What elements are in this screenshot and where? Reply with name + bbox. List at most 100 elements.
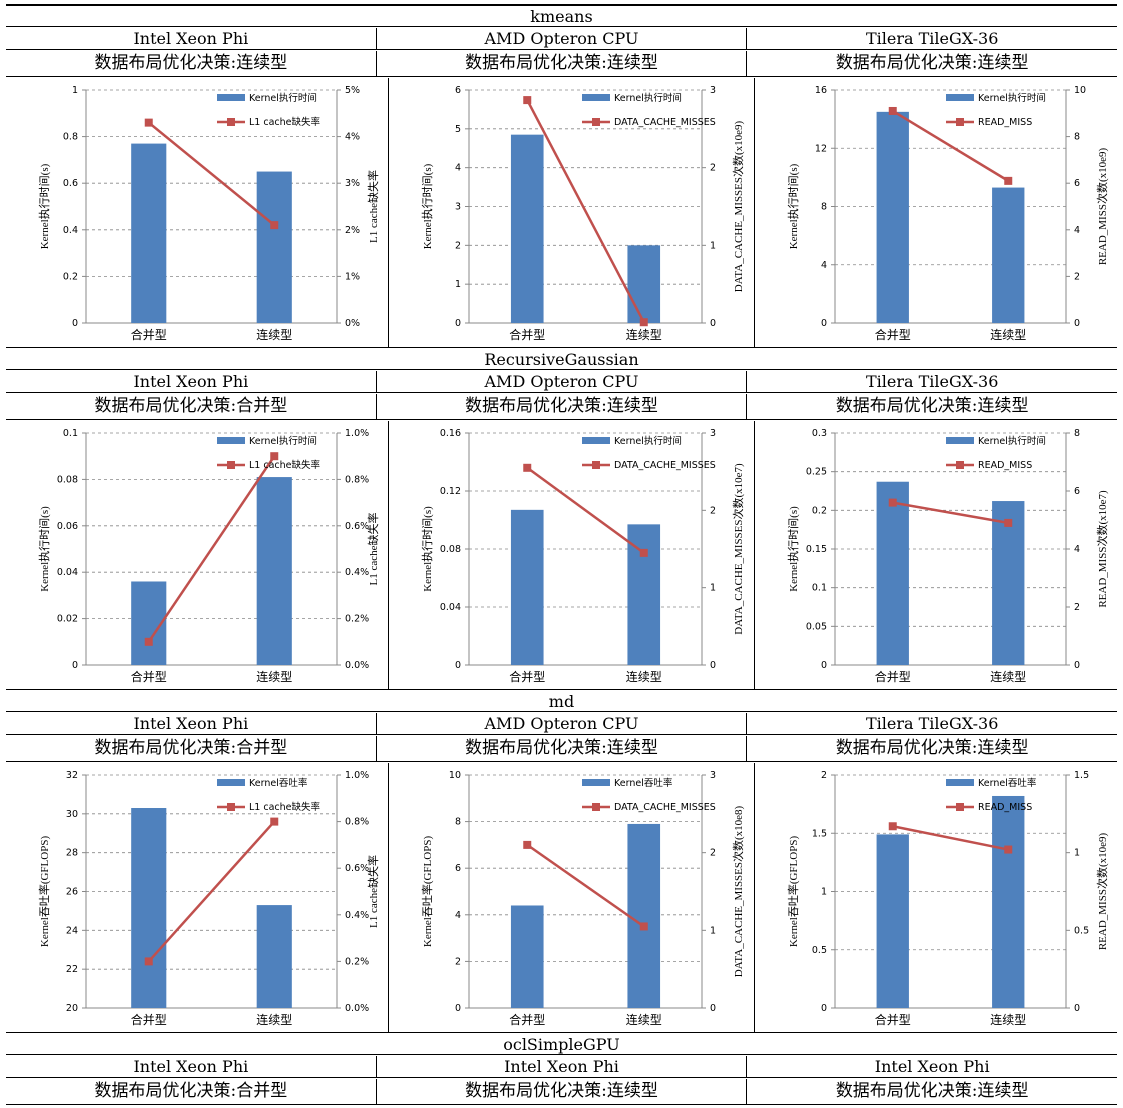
- bar: [876, 481, 909, 665]
- y-tick-label: 2: [455, 956, 461, 967]
- bar: [876, 834, 909, 1008]
- y-tick-label: 0.16: [440, 428, 461, 439]
- legend-bar-label: Kernel执行时间: [614, 435, 682, 447]
- decision-row: 数据布局优化决策:合并型 数据布局优化决策:连续型 数据布局优化决策:连续型: [6, 1079, 1117, 1105]
- x-category-label: 合并型: [131, 1012, 167, 1027]
- x-category-label: 合并型: [131, 327, 167, 342]
- y-tick-label: 6: [455, 85, 461, 96]
- y-tick-label: 1: [72, 85, 78, 96]
- y2-tick-label: 2: [1074, 602, 1080, 613]
- y2-tick-label: 0.4%: [345, 567, 369, 578]
- y2-tick-label: 0.5: [1074, 925, 1089, 936]
- x-category-label: 连续型: [256, 327, 292, 342]
- y-tick-label: 0: [821, 660, 827, 671]
- y-tick-label: 24: [66, 925, 78, 936]
- decision-cell: 数据布局优化决策:连续型: [835, 53, 1029, 73]
- section-title-oclsimplegpu: oclSimpleGPU: [6, 1034, 1117, 1055]
- chart-row: 0 0.2 0.4 0.6 0.8 1 0% 1% 2% 3% 4% 5% 合并型 连续型 Kernel执行…: [6, 78, 1117, 348]
- series-line: [892, 501, 1009, 525]
- decision-cell: 数据布局优化决策:连续型: [835, 396, 1029, 416]
- table-top-border: [6, 4, 1117, 6]
- y2-axis-title: DATA_CACHE_MISSES次数(x10e9): [731, 120, 745, 292]
- y-tick-label: 0.15: [806, 544, 827, 555]
- chart-kmeans-tilera: 0 4 8 12 16 0 2 4 6 8 10 合并型 连续型 Kernel执行时间 READ_MISS K…: [786, 85, 1109, 342]
- series-point: [888, 822, 897, 831]
- y-tick-label: 0: [72, 660, 78, 671]
- y-tick-label: 0.06: [57, 521, 78, 532]
- bar: [511, 509, 544, 665]
- legend-line-marker: [592, 118, 601, 126]
- series-point: [270, 452, 279, 461]
- series-point: [523, 96, 532, 105]
- y-tick-label: 0.04: [440, 602, 461, 613]
- y2-tick-label: 2: [710, 848, 716, 859]
- y2-tick-label: 6: [1074, 178, 1080, 189]
- bar: [991, 501, 1025, 665]
- y-tick-label: 0.05: [806, 621, 827, 632]
- x-category-label: 合并型: [874, 1012, 910, 1027]
- decision-cell: 数据布局优化决策:连续型: [835, 738, 1029, 758]
- legend-bar-label: Kernel吞吐率: [249, 777, 308, 789]
- platform-cell: Intel Xeon Phi: [6, 371, 377, 392]
- chart-cell: 20 22 24 26 28 30 32 0.0% 0.2% 0.4% 0.6% 0.8% 1.0% 合并…: [6, 763, 390, 1032]
- legend-line-marker: [955, 461, 964, 469]
- bar: [991, 187, 1025, 323]
- series-point: [144, 637, 153, 646]
- platform-header-row: Intel Xeon Phi AMD Opteron CPU Tilera Ti…: [6, 371, 1117, 393]
- y2-tick-label: 3%: [345, 178, 360, 189]
- chart-md-xeon-phi: 20 22 24 26 28 30 32 0.0% 0.2% 0.4% 0.6% 0.8% 1.0% 合并…: [37, 770, 380, 1027]
- chart-rg-xeon-phi: 0 0.02 0.04 0.06 0.08 0.1 0.0% 0.2% 0.4% 0.6% 0.8%…: [37, 428, 380, 684]
- y2-tick-label: 0.6%: [345, 863, 369, 874]
- series-point: [1003, 845, 1012, 854]
- y2-tick-label: 4%: [345, 132, 360, 143]
- y2-tick-label: 3: [710, 85, 716, 96]
- chart-cell: 0 2 4 6 8 10 0 1 2 3 合并型 连续型 Kernel吞吐率 DATA_CACHE_MIS…: [389, 763, 755, 1032]
- y-axis-title: Kernel执行时间(s): [37, 506, 51, 592]
- y2-tick-label: 3: [710, 428, 716, 439]
- legend-line-marker: [227, 803, 235, 811]
- y2-tick-label: 8: [1074, 132, 1080, 143]
- y-tick-label: 0: [821, 1003, 827, 1014]
- legend-bar-label: Kernel执行时间: [249, 435, 317, 447]
- y-axis-title: Kernel吞吐率(GFLOPS): [786, 836, 800, 948]
- legend-bar-swatch: [217, 94, 245, 101]
- platform-header-row: Intel Xeon Phi Intel Xeon Phi Intel Xeon…: [6, 1056, 1117, 1078]
- decision-cell: 数据布局优化决策:合并型: [6, 1079, 377, 1104]
- legend-line-label: DATA_CACHE_MISSES: [614, 117, 716, 128]
- x-category-label: 合并型: [131, 669, 167, 684]
- platform-cell: Intel Xeon Phi: [874, 1057, 990, 1076]
- series-point: [144, 957, 153, 966]
- platform-cell: Tilera TileGX-36: [865, 714, 999, 733]
- chart-rg-amd: 0 0.04 0.08 0.12 0.16 0 1 2 3 合并型 连续型 Kernel执行时间 DAT…: [420, 428, 745, 684]
- x-category-label: 合并型: [874, 669, 910, 684]
- y2-tick-label: 1: [710, 925, 716, 936]
- platform-cell: AMD Opteron CPU: [377, 713, 748, 734]
- y-axis-title: Kernel执行时间(s): [786, 163, 800, 249]
- decision-row: 数据布局优化决策:合并型 数据布局优化决策:连续型 数据布局优化决策:连续型: [6, 394, 1117, 420]
- legend-bar-swatch: [217, 437, 245, 444]
- series-line: [526, 99, 646, 323]
- series-point: [523, 840, 532, 849]
- y-tick-label: 0: [72, 318, 78, 329]
- y-tick-label: 30: [66, 809, 78, 820]
- legend-line-marker: [227, 118, 235, 126]
- x-category-label: 连续型: [626, 327, 662, 342]
- platform-cell: Intel Xeon Phi: [377, 1056, 748, 1077]
- chart-kmeans-amd: 0 1 2 3 4 5 6 0 1 2 3 合并型 连续型 Kernel执行时间 DATA_CACHE_MI…: [420, 85, 745, 342]
- y2-tick-label: 0.2%: [345, 956, 369, 967]
- bar: [511, 905, 544, 1008]
- y2-tick-label: 2: [710, 505, 716, 516]
- y2-tick-label: 1: [1074, 848, 1080, 859]
- x-category-label: 连续型: [626, 1012, 662, 1027]
- x-category-label: 合并型: [510, 327, 546, 342]
- y2-tick-label: 0: [1074, 1003, 1080, 1014]
- series-line: [526, 466, 645, 554]
- y-axis-title: Kernel执行时间(s): [786, 506, 800, 592]
- y-tick-label: 0: [455, 318, 461, 329]
- bar: [991, 795, 1025, 1008]
- y2-tick-label: 0.8%: [345, 817, 369, 828]
- decision-cell: 数据布局优化决策:连续型: [377, 736, 748, 761]
- series-line: [147, 121, 276, 227]
- y2-tick-label: 1.0%: [345, 770, 369, 781]
- y-tick-label: 0.4: [63, 225, 78, 236]
